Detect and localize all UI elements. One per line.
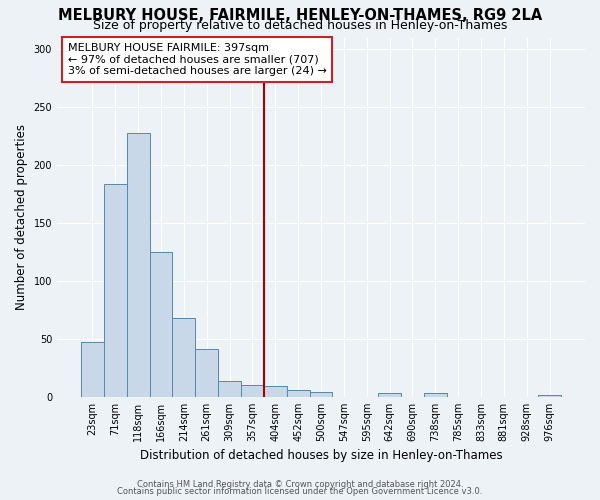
Bar: [310, 392, 332, 397]
Text: MELBURY HOUSE, FAIRMILE, HENLEY-ON-THAMES, RG9 2LA: MELBURY HOUSE, FAIRMILE, HENLEY-ON-THAME…: [58, 8, 542, 22]
Bar: [104, 184, 127, 397]
Text: MELBURY HOUSE FAIRMILE: 397sqm
← 97% of detached houses are smaller (707)
3% of : MELBURY HOUSE FAIRMILE: 397sqm ← 97% of …: [68, 43, 326, 76]
Text: Contains HM Land Registry data © Crown copyright and database right 2024.: Contains HM Land Registry data © Crown c…: [137, 480, 463, 489]
Bar: [264, 386, 287, 397]
Bar: [81, 342, 104, 397]
Bar: [287, 390, 310, 397]
Bar: [538, 394, 561, 397]
Bar: [149, 252, 172, 397]
Y-axis label: Number of detached properties: Number of detached properties: [15, 124, 28, 310]
Bar: [378, 394, 401, 397]
Bar: [218, 380, 241, 397]
Bar: [241, 386, 264, 397]
Bar: [127, 132, 149, 397]
Bar: [172, 318, 196, 397]
Text: Contains public sector information licensed under the Open Government Licence v3: Contains public sector information licen…: [118, 487, 482, 496]
Bar: [196, 350, 218, 397]
Text: Size of property relative to detached houses in Henley-on-Thames: Size of property relative to detached ho…: [93, 18, 507, 32]
Bar: [424, 394, 447, 397]
X-axis label: Distribution of detached houses by size in Henley-on-Thames: Distribution of detached houses by size …: [140, 450, 502, 462]
